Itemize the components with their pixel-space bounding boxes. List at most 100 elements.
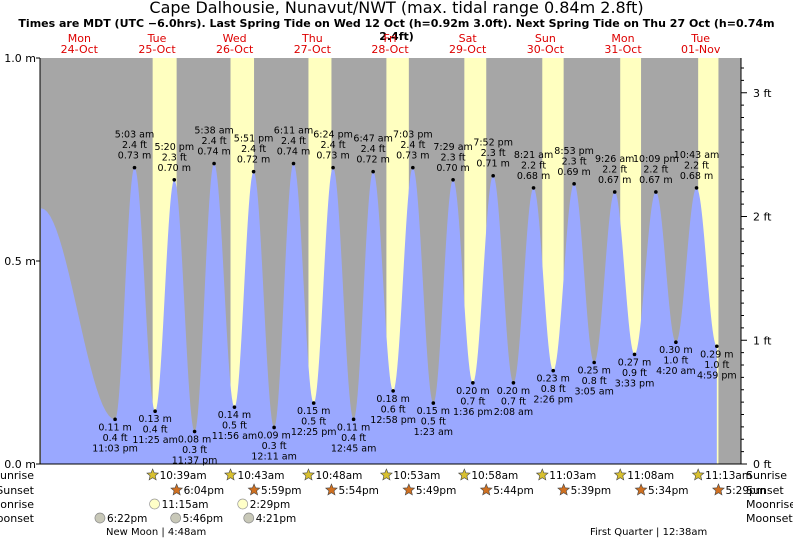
chart-title: Cape Dalhousie, Nunavut/NWT (max. tidal … — [149, 0, 644, 17]
tide-label: 1:36 pm — [453, 407, 493, 418]
tide-label: 0.11 m — [337, 422, 370, 433]
sun-icon — [146, 468, 160, 481]
tide-point — [391, 389, 395, 393]
tide-label: 7:52 pm — [473, 138, 513, 149]
day-header-dow: Tue — [147, 32, 167, 45]
day-header-dow: Sun — [535, 32, 556, 45]
tide-label: 2.4 ft — [281, 136, 306, 147]
tide-point — [331, 165, 335, 170]
left-tick-label: 1.0 m — [4, 52, 36, 65]
moonrise-icon — [149, 498, 160, 510]
tide-label: 0.9 ft — [622, 368, 647, 379]
tide-label: 2.3 ft — [441, 152, 466, 163]
tide-label: 11:25 am — [132, 435, 177, 446]
tide-label: 2.3 ft — [562, 156, 587, 167]
tide-point — [491, 173, 495, 178]
tide-point — [232, 405, 237, 409]
row-label-moonset: Moonset — [746, 512, 793, 525]
tide-label: 6:47 am — [353, 134, 392, 145]
moonset-time: 5:46pm — [183, 513, 223, 525]
day-header-dow: Mon — [68, 32, 91, 45]
row-label-sunrise: Sunrise — [746, 469, 787, 482]
sunrise-time: 10:48am — [315, 470, 362, 482]
tide-label: 5:51 pm — [234, 134, 274, 145]
tide-point — [511, 381, 516, 385]
tide-point — [113, 417, 117, 422]
tide-label: 3:05 am — [574, 387, 613, 398]
tide-point — [172, 178, 177, 182]
moonset-icon — [170, 512, 182, 524]
sun-icon — [224, 468, 237, 481]
tide-label: 12:11 am — [251, 451, 296, 462]
tide-label: 2.4 ft — [321, 140, 346, 151]
tide-label: 0.11 m — [98, 422, 131, 433]
tide-label: 0.74 m — [277, 147, 310, 158]
sunrise-time: 10:39am — [160, 470, 207, 482]
sun-icon — [302, 468, 315, 481]
day-header-date: 26-Oct — [216, 43, 254, 56]
chart-subtitle: Times are MDT (UTC −6.0hrs). Last Spring… — [18, 17, 775, 43]
tide-label: 2:08 am — [494, 407, 533, 418]
tide-label: 2.3 ft — [481, 148, 506, 159]
tide-point — [311, 401, 316, 405]
tide-label: 0.6 ft — [381, 404, 406, 415]
tide-label: 1.0 ft — [663, 356, 688, 367]
sunset-time: 5:44pm — [493, 485, 533, 497]
row-label-sunset: Sunset — [746, 484, 784, 497]
row-label-sunset: Sunset — [0, 484, 35, 497]
left-tick-label: 0.0 m — [4, 458, 36, 471]
tide-point — [551, 368, 556, 373]
tide-label: 0.3 ft — [182, 445, 207, 456]
sun-icon — [479, 483, 493, 496]
tide-point — [572, 182, 576, 186]
tide-label: 0.7 ft — [460, 396, 485, 407]
tide-label: 0.27 m — [618, 357, 651, 368]
tide-label: 0.18 m — [376, 394, 409, 405]
tide-point — [212, 161, 216, 166]
tide-label: 10:43 am — [674, 150, 719, 161]
tide-label: 0.73 m — [316, 151, 349, 162]
sunset-time: 5:29pm — [725, 485, 765, 497]
sun-icon — [557, 483, 571, 496]
tide-label: 11:56 am — [212, 431, 257, 442]
moonrise-time: 11:15am — [162, 499, 209, 511]
sunset-time: 5:59pm — [261, 485, 301, 497]
tide-label: 2.2 ft — [521, 160, 546, 171]
day-header-dow: Sat — [459, 32, 478, 45]
sun-icon — [379, 468, 393, 481]
tide-label: 0.71 m — [476, 159, 509, 170]
moonset-icon — [94, 512, 106, 524]
day-header-date: 24-Oct — [61, 43, 99, 56]
tide-point — [192, 429, 197, 434]
right-tick-label: 3 ft — [753, 87, 772, 100]
tide-label: 0.4 ft — [143, 425, 168, 436]
tide-label: 6:11 am — [274, 126, 313, 137]
day-header-date: 30-Oct — [527, 43, 565, 56]
moon-phase-new: New Moon | 4:48am — [106, 527, 206, 538]
day-header-dow: Tue — [690, 32, 710, 45]
tide-label: 0.72 m — [237, 155, 270, 166]
tide-point — [531, 186, 536, 190]
tide-label: 2.4 ft — [241, 144, 266, 155]
tide-point — [612, 190, 617, 194]
tide-point — [431, 401, 436, 405]
sunset-time: 5:49pm — [416, 485, 456, 497]
row-label-moonset: Moonset — [0, 512, 35, 525]
tide-label: 0.5 ft — [421, 417, 446, 428]
tide-area — [41, 163, 717, 464]
tide-label: 10:09 pm — [633, 154, 679, 165]
tide-point — [251, 169, 256, 174]
moonrise-icon — [237, 498, 249, 510]
tide-label: 0.13 m — [138, 414, 171, 425]
tide-label: 0.8 ft — [582, 376, 607, 387]
tide-label: 0.69 m — [557, 167, 590, 178]
tide-label: 2.4 ft — [400, 140, 425, 151]
tide-label: 9:26 am — [595, 154, 634, 165]
tide-label: 0.20 m — [497, 386, 530, 397]
tide-label: 0.15 m — [297, 406, 330, 417]
tide-point — [371, 169, 375, 174]
tide-point — [592, 360, 596, 365]
tide-label: 0.72 m — [356, 155, 389, 166]
day-header-dow: Mon — [611, 32, 634, 45]
